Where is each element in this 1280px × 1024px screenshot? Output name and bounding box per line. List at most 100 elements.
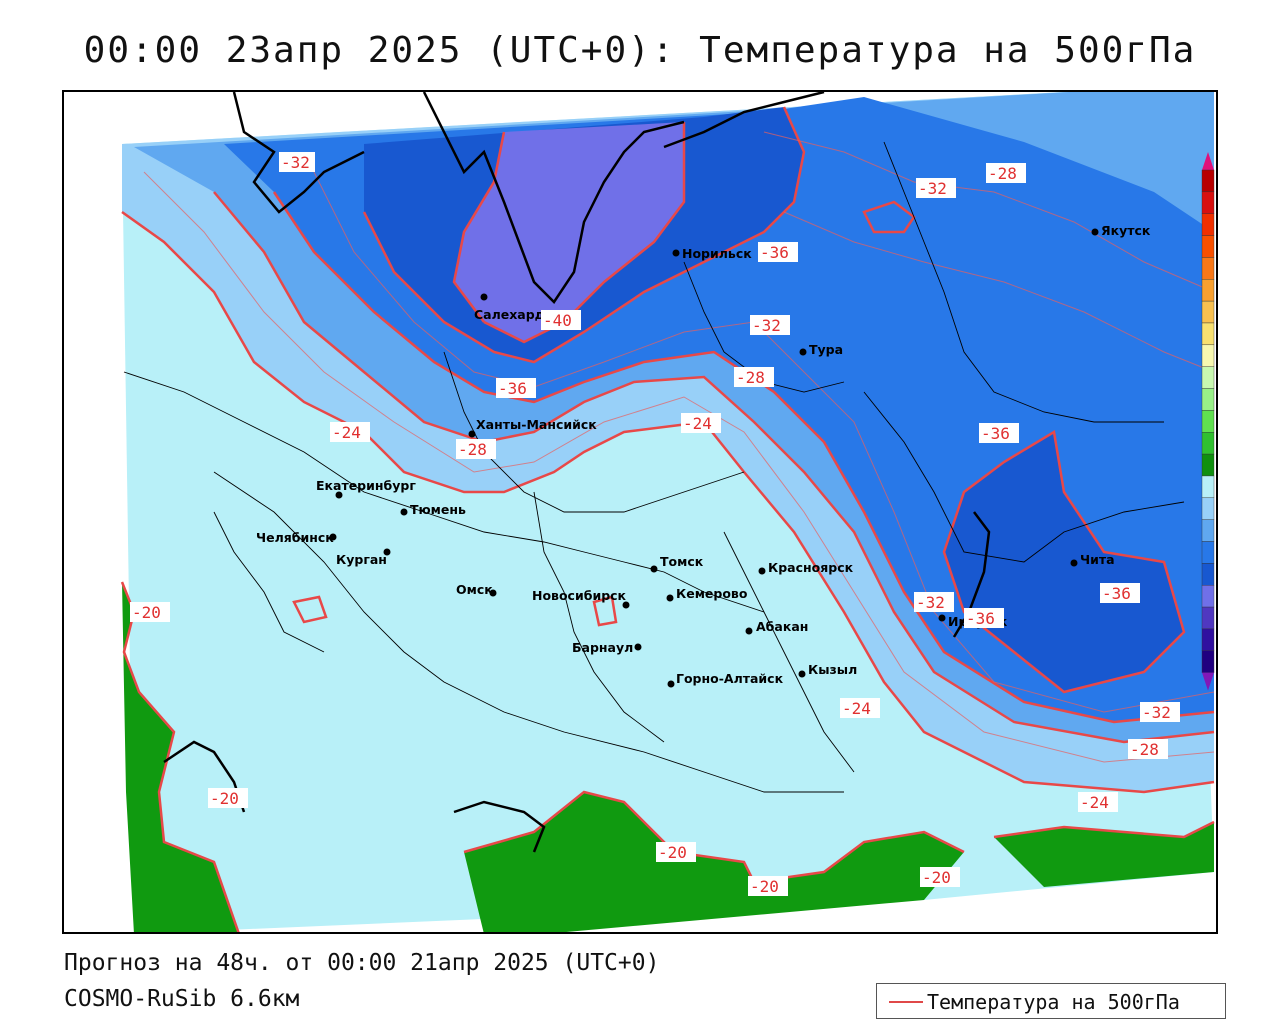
svg-text:Салехард: Салехард xyxy=(474,307,545,322)
svg-text:Красноярск: Красноярск xyxy=(768,560,854,575)
isotherm-label: -28 xyxy=(1128,739,1168,759)
colorbar-swatch xyxy=(1201,519,1215,542)
svg-text:-20: -20 xyxy=(132,603,161,622)
svg-text:Томск: Томск xyxy=(660,554,704,569)
city-gorno-altaysk[interactable]: Горно-Алтайск xyxy=(667,671,784,688)
forecast-map: Норильск Якутск Салехард Тура Ханты-Манс… xyxy=(120,92,1215,932)
colorbar-swatch xyxy=(1201,432,1215,455)
map-title: 00:00 23апр 2025 (UTC+0): Температура на… xyxy=(83,30,1197,71)
colorbar-swatch xyxy=(1201,563,1215,586)
svg-text:Якутск: Якутск xyxy=(1101,223,1151,238)
city-barnaul[interactable]: Барнаул xyxy=(572,640,642,655)
colorbar-swatch xyxy=(1201,585,1215,608)
isotherm-label: -24 xyxy=(681,413,721,433)
svg-text:-24: -24 xyxy=(683,414,712,433)
map-legend: Температура на 500гПа xyxy=(876,983,1226,1019)
svg-text:-32: -32 xyxy=(752,316,781,335)
city-khanty-mansiysk[interactable]: Ханты-Мансийск xyxy=(468,417,598,438)
city-markers: Норильск Якутск Салехард Тура Ханты-Манс… xyxy=(256,223,1151,688)
svg-text:Барнаул: Барнаул xyxy=(572,640,633,655)
svg-text:Кызыл: Кызыл xyxy=(808,662,857,677)
svg-text:-24: -24 xyxy=(332,423,361,442)
isotherm-label: -32 xyxy=(1140,702,1180,722)
colorbar-arrow-top xyxy=(1202,152,1214,170)
colorbar-swatch xyxy=(1201,366,1215,389)
colorbar-swatch xyxy=(1201,191,1215,214)
city-tyumen[interactable]: Тюмень xyxy=(400,502,467,517)
colorbar-swatch xyxy=(1201,497,1215,520)
isotherm-label: -28 xyxy=(734,367,774,387)
city-chita[interactable]: Чита xyxy=(1070,552,1115,567)
svg-text:-28: -28 xyxy=(458,440,487,459)
temp-zone-warmer-south xyxy=(464,792,964,932)
isotherm-label: -36 xyxy=(979,423,1019,443)
isotherm-label: -36 xyxy=(1100,583,1140,603)
colorbar-arrow-bottom xyxy=(1202,672,1214,691)
city-norilsk[interactable]: Норильск xyxy=(672,246,753,261)
city-krasnoyarsk[interactable]: Красноярск xyxy=(758,560,854,575)
isotherm-label: -36 xyxy=(496,378,536,398)
colorbar-swatch xyxy=(1201,235,1215,258)
colorbar-swatch xyxy=(1201,606,1215,630)
colorbar-swatch xyxy=(1201,541,1215,564)
isotherm-label: -20 xyxy=(920,867,960,887)
svg-text:Тюмень: Тюмень xyxy=(410,502,466,517)
isotherm-labels: -32 -28 -32 -36 -40 -36 -32 -28 -24 -28 … xyxy=(130,152,1180,896)
svg-text:-32: -32 xyxy=(918,179,947,198)
temp-zone-minus40 xyxy=(454,122,684,342)
city-salekhard[interactable]: Салехард xyxy=(474,293,545,323)
svg-text:-24: -24 xyxy=(1080,793,1109,812)
isotherm-lines xyxy=(120,106,1215,932)
svg-text:-20: -20 xyxy=(658,843,687,862)
svg-text:Курган: Курган xyxy=(336,552,387,567)
city-kyzyl[interactable]: Кызыл xyxy=(798,662,858,678)
city-chelyabinsk[interactable]: Челябинск xyxy=(256,530,337,545)
colorbar-swatch xyxy=(1201,453,1215,477)
svg-text:Ханты-Мансийск: Ханты-Мансийск xyxy=(476,417,597,432)
svg-text:Екатеринбург: Екатеринбург xyxy=(316,478,416,493)
colorbar-swatch xyxy=(1201,628,1215,651)
svg-text:-32: -32 xyxy=(281,153,310,172)
colorbar-swatch xyxy=(1201,344,1215,367)
city-omsk[interactable]: Омск xyxy=(456,582,497,597)
isotherm-label: -20 xyxy=(748,876,788,896)
isotherm-label: -32 xyxy=(916,178,956,198)
svg-text:-32: -32 xyxy=(1142,703,1171,722)
isotherm-label: -36 xyxy=(758,242,798,262)
city-kurgan[interactable]: Курган xyxy=(336,548,391,568)
svg-text:-40: -40 xyxy=(543,311,572,330)
colorbar-swatch xyxy=(1201,300,1215,324)
forecast-info: Прогноз на 48ч. от 00:00 21апр 2025 (UTC… xyxy=(64,950,660,976)
temp-zone-warmer-southeast xyxy=(994,822,1214,887)
isotherm-label: -24 xyxy=(330,422,370,442)
isotherm-label: -20 xyxy=(130,602,170,622)
isotherm-label: -20 xyxy=(208,788,248,808)
city-yekaterinburg[interactable]: Екатеринбург xyxy=(316,478,416,499)
svg-text:-36: -36 xyxy=(498,379,527,398)
isotherm-label: -40 xyxy=(541,310,581,330)
svg-text:-20: -20 xyxy=(750,877,779,896)
colorbar-swatch xyxy=(1201,257,1215,280)
colorbar-swatch xyxy=(1201,169,1215,193)
svg-text:-20: -20 xyxy=(922,868,951,887)
isotherm-label: -32 xyxy=(914,592,954,612)
svg-text:-28: -28 xyxy=(1130,740,1159,759)
model-name: COSMO-RuSib 6.6км xyxy=(64,986,300,1012)
svg-text:-24: -24 xyxy=(842,699,871,718)
city-tura[interactable]: Тура xyxy=(799,342,844,357)
svg-text:Омск: Омск xyxy=(456,582,493,597)
city-yakutsk[interactable]: Якутск xyxy=(1091,223,1151,238)
city-novosibirsk[interactable]: Новосибирск xyxy=(532,588,630,609)
city-kemerovo[interactable]: Кемерово xyxy=(666,586,748,602)
city-tomsk[interactable]: Томск xyxy=(650,554,704,573)
svg-text:Горно-Алтайск: Горно-Алтайск xyxy=(676,671,784,686)
colorbar: 2824201612840-4-8-12-16-20-24-28-32-36-4… xyxy=(1201,152,1215,691)
city-abakan[interactable]: Абакан xyxy=(745,619,809,635)
isotherm-label: -24 xyxy=(1078,792,1118,812)
svg-text:Абакан: Абакан xyxy=(756,619,808,634)
isotherm-label: -24 xyxy=(840,698,880,718)
svg-text:-32: -32 xyxy=(916,593,945,612)
svg-text:Чита: Чита xyxy=(1080,552,1115,567)
colorbar-swatch xyxy=(1201,322,1215,346)
colorbar-swatch xyxy=(1201,410,1215,433)
